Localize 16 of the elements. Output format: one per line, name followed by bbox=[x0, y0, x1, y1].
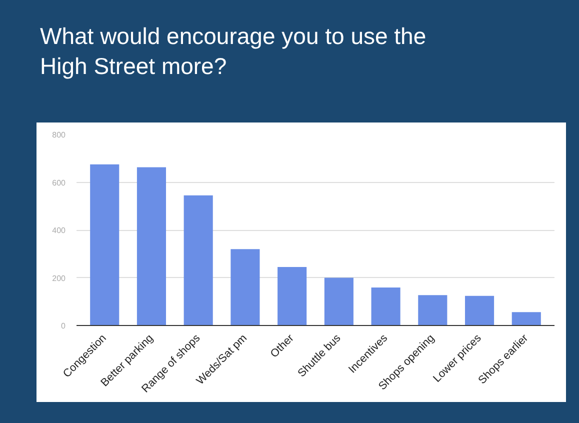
bar bbox=[136, 166, 166, 326]
chart-title: What would encourage you to use the High Street more? bbox=[40, 22, 428, 81]
bar bbox=[371, 287, 400, 326]
bar bbox=[90, 164, 120, 326]
y-tick-label: 200 bbox=[52, 274, 66, 283]
bar bbox=[184, 195, 213, 326]
bar bbox=[324, 278, 354, 326]
y-tick-label: 600 bbox=[52, 178, 66, 188]
bar bbox=[512, 312, 541, 326]
bar bbox=[418, 294, 448, 326]
y-tick-label: 0 bbox=[61, 321, 66, 330]
y-tick-label: 800 bbox=[52, 130, 66, 140]
bar bbox=[278, 266, 307, 326]
bar bbox=[230, 248, 260, 326]
y-tick-label: 400 bbox=[52, 226, 66, 235]
bar bbox=[464, 296, 494, 326]
